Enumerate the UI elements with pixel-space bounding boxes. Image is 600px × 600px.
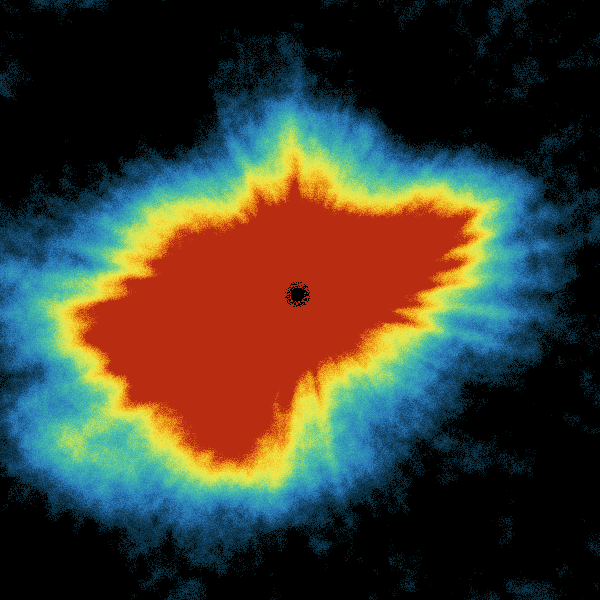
scattered-light-image <box>0 0 600 600</box>
image-viewport: False-colour scattered-light image of a … <box>0 0 600 600</box>
